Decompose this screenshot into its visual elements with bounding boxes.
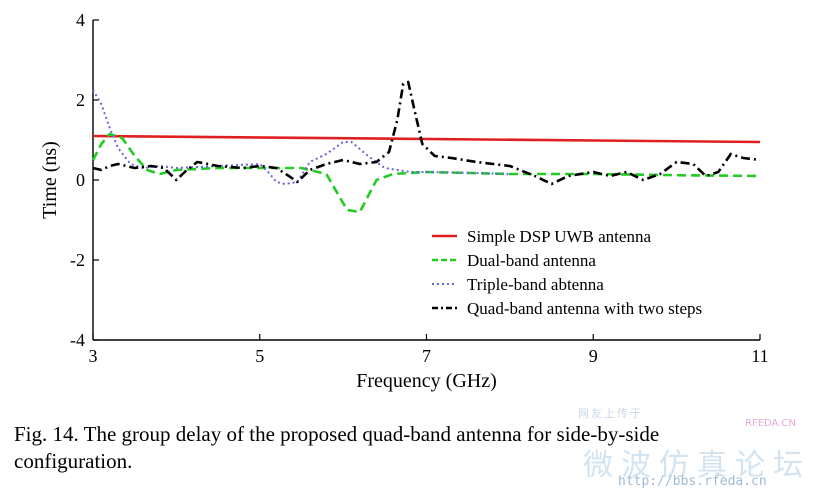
y-tick-label: 4 [76, 10, 85, 30]
legend-label-3: Triple-band abtenna [467, 275, 604, 294]
group-delay-chart: 3 5 7 9 11 -4 -2 0 2 4 Frequency (GHz) Time (ns) Sim… [39, 10, 769, 392]
series-line-2 [91, 132, 761, 214]
series-line-4 [92, 80, 761, 186]
y-axis-label: Time (ns) [39, 141, 61, 219]
series-line-1 [92, 134, 761, 144]
legend-label-2: Dual-band antenna [467, 251, 596, 270]
y-tick-label: -2 [70, 250, 85, 270]
watermark-small-text: 网友上传于 [578, 408, 643, 420]
x-tick-label: 3 [89, 346, 98, 366]
x-tick-label: 5 [255, 346, 264, 366]
y-tick-label: 2 [76, 90, 85, 110]
watermark-logo: RFEDA.CN [745, 418, 796, 429]
legend-label-1: Simple DSP UWB antenna [467, 227, 651, 246]
watermark-url: http://bbs.rfeda.cn [618, 474, 767, 489]
x-tick-label: 11 [751, 346, 768, 366]
watermark-chinese-text: 微波仿真论坛 [583, 448, 811, 483]
series-line-3 [92, 89, 510, 185]
x-tick-label: 9 [589, 346, 598, 366]
caption-line-1: Fig. 14. The group delay of the proposed… [14, 422, 660, 446]
x-tick-label: 7 [422, 346, 431, 366]
y-tick-label: 0 [76, 170, 85, 190]
x-axis-label: Frequency (GHz) [356, 370, 497, 392]
figure-caption: Fig. 14. The group delay of the proposed… [14, 421, 814, 475]
y-tick-label: -4 [70, 330, 85, 350]
caption-line-2: configuration. [14, 449, 133, 473]
legend-label-4: Quad-band antenna with two steps [467, 299, 702, 318]
